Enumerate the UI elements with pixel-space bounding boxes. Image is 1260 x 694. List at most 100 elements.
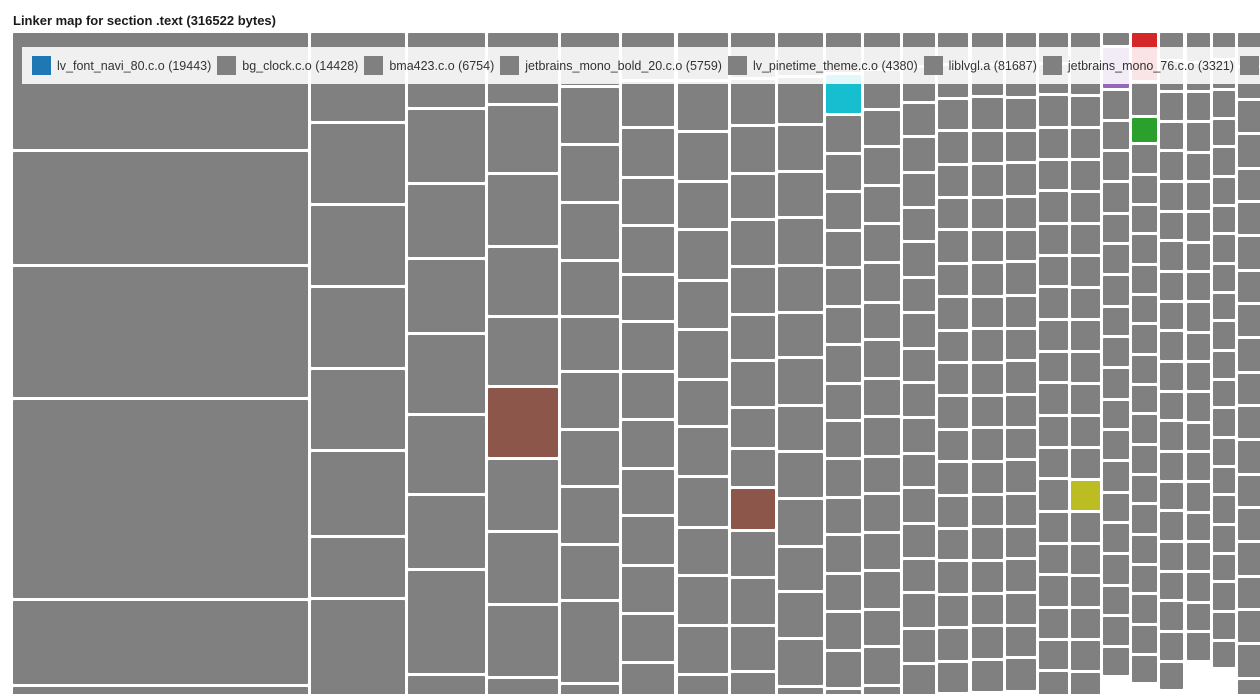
treemap-cell[interactable] bbox=[1039, 417, 1068, 446]
treemap-cell[interactable] bbox=[1213, 148, 1235, 175]
treemap-cell[interactable] bbox=[1006, 396, 1036, 426]
treemap-cell[interactable] bbox=[903, 594, 935, 627]
treemap-cell[interactable] bbox=[1187, 604, 1210, 630]
treemap-cell[interactable] bbox=[972, 264, 1003, 295]
treemap-cell[interactable] bbox=[1071, 545, 1100, 574]
treemap-cell[interactable] bbox=[561, 685, 619, 694]
treemap-cell[interactable] bbox=[311, 370, 405, 449]
treemap-cell[interactable] bbox=[1132, 296, 1157, 322]
treemap-cell[interactable] bbox=[561, 488, 619, 543]
treemap-cell[interactable] bbox=[561, 373, 619, 428]
treemap-cell[interactable] bbox=[622, 421, 674, 467]
treemap-cell[interactable] bbox=[1132, 476, 1157, 502]
treemap-cell[interactable] bbox=[1039, 576, 1068, 606]
treemap-cell[interactable] bbox=[864, 495, 900, 531]
treemap-cell[interactable] bbox=[1071, 289, 1100, 318]
treemap-cell[interactable] bbox=[1071, 97, 1100, 126]
treemap-cell[interactable] bbox=[972, 397, 1003, 426]
treemap-cell[interactable] bbox=[972, 562, 1003, 592]
treemap-cell[interactable] bbox=[864, 304, 900, 338]
treemap-cell[interactable] bbox=[903, 419, 935, 452]
treemap-cell[interactable] bbox=[778, 219, 823, 264]
treemap-cell[interactable] bbox=[561, 262, 619, 315]
treemap-cell[interactable] bbox=[1213, 265, 1235, 291]
treemap-cell[interactable] bbox=[1160, 123, 1183, 149]
treemap-cell[interactable] bbox=[1132, 386, 1157, 412]
treemap-cell[interactable] bbox=[903, 138, 935, 171]
treemap-cell[interactable] bbox=[678, 82, 728, 130]
treemap-cell[interactable] bbox=[1039, 321, 1068, 350]
treemap-cell[interactable] bbox=[408, 260, 485, 332]
treemap-cell[interactable] bbox=[1238, 578, 1260, 608]
treemap-cell[interactable] bbox=[622, 517, 674, 564]
treemap-cell[interactable] bbox=[1213, 352, 1235, 378]
treemap-cell[interactable] bbox=[1187, 93, 1210, 120]
treemap-cell[interactable] bbox=[1160, 633, 1183, 660]
treemap-cell[interactable] bbox=[311, 124, 405, 203]
treemap-cell[interactable] bbox=[561, 602, 619, 682]
treemap-cell[interactable] bbox=[1039, 225, 1068, 254]
treemap-cell[interactable] bbox=[561, 431, 619, 485]
treemap-cell[interactable] bbox=[1132, 505, 1157, 533]
treemap-cell[interactable] bbox=[1160, 663, 1183, 689]
treemap-cell[interactable] bbox=[826, 346, 861, 382]
treemap-cell[interactable] bbox=[622, 276, 674, 320]
treemap-cell[interactable] bbox=[408, 571, 485, 673]
treemap-cell[interactable] bbox=[864, 264, 900, 301]
treemap-cell[interactable] bbox=[622, 179, 674, 224]
treemap-cell[interactable] bbox=[903, 174, 935, 206]
treemap-cell[interactable] bbox=[1006, 164, 1036, 195]
treemap-cell[interactable] bbox=[826, 652, 861, 687]
treemap-cell[interactable] bbox=[1213, 381, 1235, 406]
treemap-cell[interactable] bbox=[903, 243, 935, 276]
treemap-cell[interactable] bbox=[903, 665, 935, 694]
treemap-cell[interactable] bbox=[938, 530, 968, 559]
treemap-cell[interactable] bbox=[311, 206, 405, 285]
treemap-cell[interactable] bbox=[1187, 573, 1210, 601]
treemap-cell[interactable] bbox=[1238, 476, 1260, 506]
treemap-cell[interactable] bbox=[1103, 308, 1129, 335]
treemap-cell[interactable] bbox=[1238, 611, 1260, 642]
treemap-cell[interactable] bbox=[826, 193, 861, 229]
treemap-cell[interactable] bbox=[1187, 273, 1210, 300]
treemap-cell[interactable] bbox=[972, 627, 1003, 658]
treemap-cell[interactable] bbox=[1071, 353, 1100, 382]
treemap-cell[interactable] bbox=[1006, 99, 1036, 129]
treemap-cell[interactable] bbox=[903, 455, 935, 486]
treemap-cell[interactable] bbox=[1187, 183, 1210, 210]
treemap-cell[interactable] bbox=[1006, 528, 1036, 557]
treemap-cell[interactable] bbox=[1213, 642, 1235, 667]
treemap-cell[interactable] bbox=[1132, 446, 1157, 473]
treemap-cell[interactable] bbox=[1213, 235, 1235, 262]
treemap-cell[interactable] bbox=[1006, 362, 1036, 393]
treemap-cell[interactable] bbox=[903, 489, 935, 522]
treemap-cell[interactable] bbox=[731, 450, 775, 486]
treemap-cell[interactable] bbox=[1132, 145, 1157, 173]
treemap-cell[interactable] bbox=[311, 452, 405, 535]
treemap-cell[interactable] bbox=[1132, 595, 1157, 623]
treemap-cell[interactable] bbox=[826, 690, 861, 694]
treemap-cell[interactable] bbox=[1160, 93, 1183, 120]
treemap-cell[interactable] bbox=[622, 567, 674, 612]
treemap-cell[interactable] bbox=[1238, 509, 1260, 540]
treemap-cell[interactable] bbox=[864, 611, 900, 645]
treemap-cell[interactable] bbox=[1187, 244, 1210, 270]
treemap-cell[interactable] bbox=[1160, 303, 1183, 329]
treemap-cell[interactable] bbox=[622, 373, 674, 418]
treemap-cell[interactable] bbox=[903, 630, 935, 662]
treemap-cell[interactable] bbox=[622, 615, 674, 661]
treemap-cell[interactable] bbox=[1039, 609, 1068, 638]
treemap-cell[interactable] bbox=[1213, 613, 1235, 639]
treemap-cell-highlight[interactable] bbox=[1132, 118, 1157, 142]
treemap-cell[interactable] bbox=[1187, 393, 1210, 421]
treemap-cell[interactable] bbox=[1103, 401, 1129, 428]
treemap-cell[interactable] bbox=[731, 316, 775, 359]
treemap-cell[interactable] bbox=[1103, 494, 1129, 521]
treemap-cell[interactable] bbox=[1071, 641, 1100, 670]
treemap-cell[interactable] bbox=[1039, 161, 1068, 189]
treemap-cell[interactable] bbox=[561, 88, 619, 143]
treemap-cell[interactable] bbox=[1187, 543, 1210, 570]
treemap-cell[interactable] bbox=[1160, 543, 1183, 570]
treemap-cell[interactable] bbox=[903, 525, 935, 557]
treemap-cell[interactable] bbox=[1006, 627, 1036, 656]
